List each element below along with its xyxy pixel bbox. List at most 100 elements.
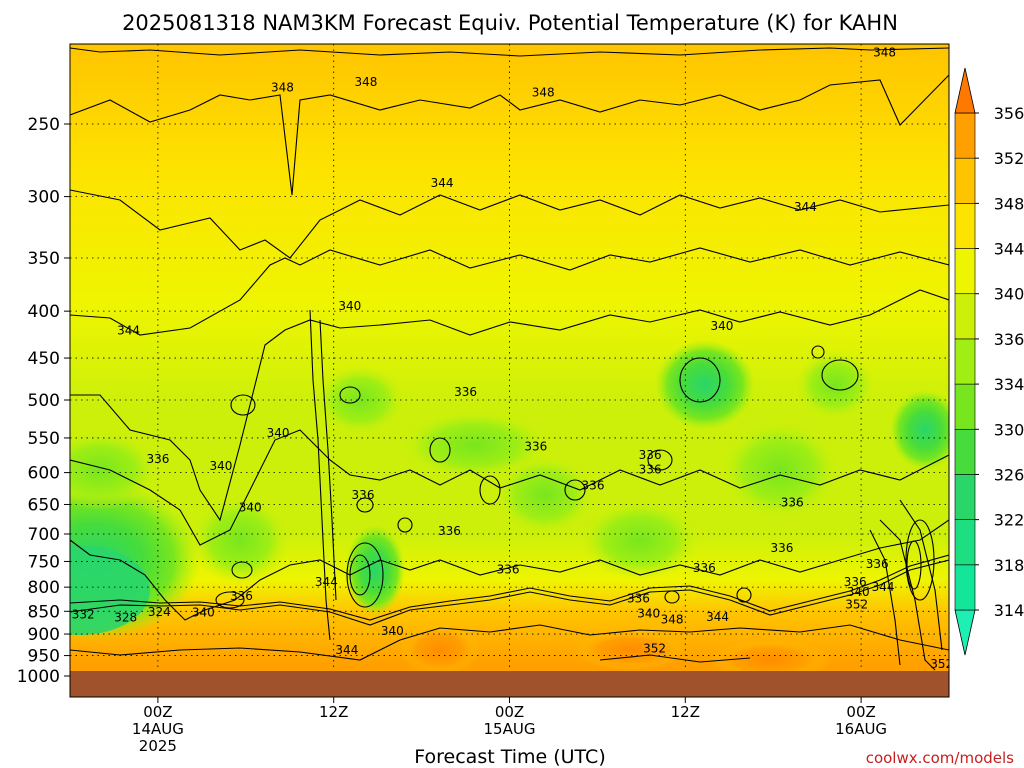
contour-label: 340 [239, 501, 262, 515]
contour-label: 336 [524, 440, 547, 454]
colorbar-label: 340 [994, 285, 1024, 304]
contour-label: 352 [930, 657, 953, 671]
y-tick-label: 650 [28, 495, 60, 515]
colorbar-label: 352 [994, 149, 1024, 168]
contour-label: 340 [710, 319, 733, 333]
contour-label: 352 [643, 641, 666, 655]
colorbar-label: 334 [994, 375, 1024, 394]
x-tick-label: 00Z [495, 703, 524, 721]
contour-label: 340 [847, 585, 870, 599]
colorbar-band [954, 383, 976, 430]
colorbar-band [954, 203, 976, 249]
contour-label: 352 [845, 598, 868, 612]
x-tick-label: 16AUG [835, 720, 887, 738]
contour-label: 324 [148, 605, 171, 619]
contour-label: 344 [117, 324, 140, 338]
field-shading [70, 340, 949, 680]
y-tick-label: 700 [28, 525, 60, 545]
contour-label: 340 [637, 607, 660, 621]
contour-labels: 348 3483483483443443443403403403403403363… [72, 46, 953, 671]
contour-label: 344 [872, 580, 895, 594]
x-axis-label: Forecast Time (UTC) [414, 746, 605, 768]
colorbar-band [954, 474, 976, 520]
contour-label: 336 [693, 561, 716, 575]
contour-label: 340 [381, 624, 404, 638]
colorbar-band [954, 338, 976, 385]
chart-title: 2025081318 NAM3KM Forecast Equiv. Potent… [122, 11, 898, 35]
contour-label: 344 [431, 176, 454, 190]
contour-label: 340 [192, 606, 215, 620]
colorbar-label: 348 [994, 194, 1024, 213]
x-tick-label: 12Z [319, 703, 348, 721]
colorbar [954, 67, 976, 656]
contour-label: 336 [639, 462, 662, 476]
colorbar-band [954, 293, 976, 340]
credit-text: coolwx.com/models [866, 749, 1014, 767]
y-tick-label: 400 [28, 302, 60, 322]
colorbar-label: 330 [994, 420, 1024, 439]
colorbar-band [954, 248, 976, 295]
colorbar-label: 322 [994, 511, 1024, 530]
y-tick-label: 250 [28, 115, 60, 135]
contour-label: 336 [146, 452, 169, 466]
x-tick-label: 15AUG [484, 720, 536, 738]
colorbar-label: 318 [994, 556, 1024, 575]
contour-label: 348 [873, 46, 896, 60]
colorbar-band [954, 609, 976, 656]
contour-label: 344 [706, 610, 729, 624]
contour-label: 328 [114, 610, 137, 624]
contour-label: 348 [532, 86, 555, 100]
y-tick-label: 350 [28, 249, 60, 269]
y-tick-label: 900 [28, 625, 60, 645]
colorbar-label: 326 [994, 465, 1024, 484]
x-tick-label: 00Z [143, 703, 172, 721]
contour-label: 336 [639, 448, 662, 462]
plot-area: 348 3483483483443443443403403403403403363… [70, 44, 953, 697]
x-tick-label: 12Z [671, 703, 700, 721]
colorbar-band [954, 157, 976, 204]
contour-label: 340 [267, 426, 290, 440]
ground-layer [70, 671, 949, 697]
grid [70, 44, 949, 671]
contour-label: 336 [582, 479, 605, 493]
colorbar-label: 314 [994, 601, 1024, 620]
contour-label: 348 [661, 613, 684, 627]
colorbar-band [954, 112, 976, 159]
contour-label: 336 [497, 562, 520, 576]
contour-label: 344 [315, 575, 338, 589]
y-tick-label: 550 [28, 429, 60, 449]
y-tick-label: 300 [28, 188, 60, 208]
x-tick-label: 2025 [139, 737, 177, 755]
x-tick-label: 14AUG [132, 720, 184, 738]
contour-label: 332 [72, 608, 95, 622]
y-tick-label: 1000 [17, 667, 60, 687]
colorbar-label: 356 [994, 104, 1024, 123]
y-tick-label: 750 [28, 552, 60, 572]
y-tick-label: 500 [28, 391, 60, 411]
contour-label: 336 [866, 557, 889, 571]
contour-label: 344 [335, 643, 358, 657]
x-tick-label: 00Z [846, 703, 875, 721]
y-tick-label: 950 [28, 647, 60, 667]
contour-label: 336 [627, 591, 650, 605]
y-axis: 250 300 350 400 450 500 550 600 650 700 750 800 850 9… [17, 115, 70, 687]
colorbar-label: 336 [994, 330, 1024, 349]
contour-label: 336 [454, 385, 477, 399]
colorbar-labels: 314 318 322 326 330 334 336 340 344 348 352 356 [975, 104, 1024, 620]
contour-label: 348 [354, 75, 377, 89]
colorbar-band [954, 67, 976, 114]
contour-label: 336 [230, 589, 253, 603]
contour-label: 340 [209, 459, 232, 473]
y-tick-label: 850 [28, 602, 60, 622]
y-tick-label: 800 [28, 578, 60, 598]
contour-label: 336 [352, 488, 375, 502]
colorbar-band [954, 564, 976, 611]
contour-label: 344 [794, 200, 817, 214]
contour-lines [70, 47, 949, 671]
y-tick-label: 450 [28, 349, 60, 369]
colorbar-label: 344 [994, 240, 1024, 259]
contour-label: 336 [771, 541, 794, 555]
colorbar-band [954, 428, 976, 475]
